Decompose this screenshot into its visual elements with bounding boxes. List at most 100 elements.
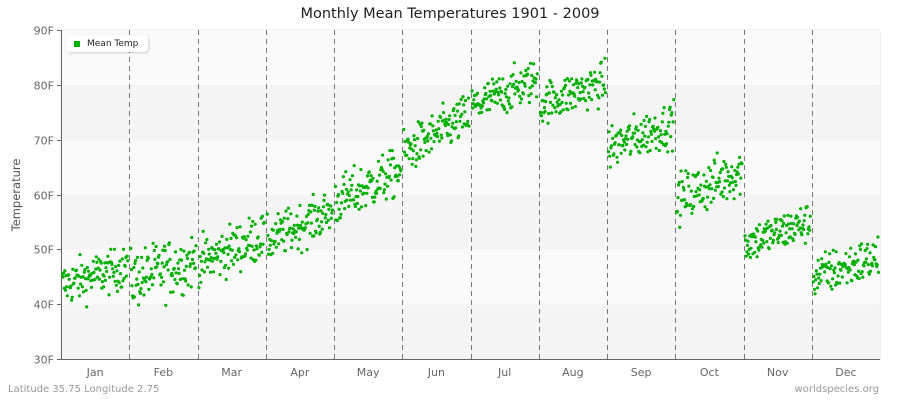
- data-point: [99, 261, 103, 265]
- data-point: [343, 207, 347, 211]
- data-point: [459, 97, 463, 102]
- data-point: [798, 226, 802, 230]
- data-point: [326, 202, 330, 206]
- data-point: [396, 179, 400, 183]
- data-point: [132, 295, 136, 299]
- data-point: [176, 261, 180, 265]
- data-point: [593, 70, 597, 74]
- data-point: [276, 212, 280, 216]
- data-point: [458, 119, 462, 123]
- data-point: [125, 254, 129, 258]
- data-point: [506, 84, 510, 88]
- data-point: [274, 245, 278, 249]
- data-point: [425, 134, 429, 138]
- data-point: [135, 255, 139, 259]
- data-point: [721, 167, 725, 171]
- data-point: [760, 238, 765, 242]
- data-point: [208, 258, 212, 262]
- data-point: [445, 120, 449, 125]
- data-point: [198, 273, 202, 277]
- data-point: [296, 247, 300, 251]
- data-point: [342, 182, 346, 186]
- data-point: [388, 149, 392, 153]
- data-point: [548, 100, 553, 104]
- data-point: [411, 157, 415, 161]
- data-point: [790, 227, 794, 231]
- data-point: [446, 122, 451, 127]
- data-point: [725, 179, 730, 183]
- data-point: [805, 205, 809, 209]
- data-point: [423, 140, 427, 144]
- data-point: [492, 82, 496, 86]
- data-point: [651, 124, 655, 128]
- data-point: [552, 90, 556, 94]
- data-point: [854, 260, 858, 264]
- data-point: [709, 168, 713, 173]
- data-point: [326, 218, 330, 222]
- data-point: [768, 236, 773, 240]
- data-point: [453, 113, 457, 117]
- x-tick-label: May: [357, 366, 380, 379]
- data-point: [838, 281, 842, 285]
- data-point: [644, 145, 648, 149]
- data-point: [164, 263, 168, 267]
- data-point: [658, 129, 663, 133]
- data-point: [620, 133, 624, 138]
- data-point: [107, 293, 111, 297]
- data-point: [77, 274, 81, 278]
- data-point: [721, 195, 725, 199]
- data-point: [260, 250, 264, 254]
- data-point: [533, 81, 538, 85]
- data-point: [815, 272, 819, 276]
- data-point: [149, 267, 153, 271]
- data-point: [454, 126, 458, 130]
- data-point: [541, 119, 545, 123]
- data-point: [773, 231, 777, 235]
- data-point: [366, 186, 370, 190]
- data-point: [126, 259, 130, 263]
- data-point: [319, 209, 323, 213]
- data-point: [70, 295, 74, 299]
- data-point: [582, 96, 586, 101]
- legend: Mean Temp: [66, 35, 149, 52]
- data-point: [602, 87, 606, 91]
- data-point: [323, 216, 327, 220]
- data-point: [277, 242, 281, 246]
- data-point: [80, 263, 84, 267]
- data-point: [172, 266, 176, 271]
- data-point: [875, 263, 879, 267]
- data-point: [643, 124, 648, 128]
- data-point: [588, 83, 592, 87]
- data-point: [795, 223, 799, 228]
- data-point: [564, 101, 568, 105]
- data-point: [824, 262, 828, 266]
- data-point: [866, 263, 870, 267]
- data-point: [159, 283, 163, 287]
- data-point: [803, 241, 808, 245]
- data-point: [844, 252, 848, 256]
- data-point: [389, 178, 393, 182]
- data-point: [407, 140, 411, 144]
- source-link[interactable]: worldspecies.org: [794, 384, 879, 395]
- data-point: [834, 250, 838, 254]
- data-point: [852, 259, 856, 263]
- data-point: [318, 230, 322, 234]
- data-point: [490, 77, 495, 81]
- data-point: [448, 114, 452, 118]
- data-point: [646, 135, 651, 139]
- data-point: [828, 252, 832, 256]
- data-point: [137, 303, 141, 307]
- data-point: [873, 258, 877, 262]
- data-point: [365, 174, 370, 178]
- data-point: [411, 149, 415, 153]
- data-point: [81, 275, 85, 279]
- data-point: [434, 128, 438, 132]
- data-point: [166, 260, 170, 264]
- data-point: [782, 214, 786, 218]
- data-point: [133, 261, 137, 265]
- data-point: [873, 245, 878, 249]
- data-point: [65, 294, 69, 298]
- grid-band: [61, 194, 880, 250]
- data-point: [606, 150, 611, 154]
- data-point: [104, 266, 108, 270]
